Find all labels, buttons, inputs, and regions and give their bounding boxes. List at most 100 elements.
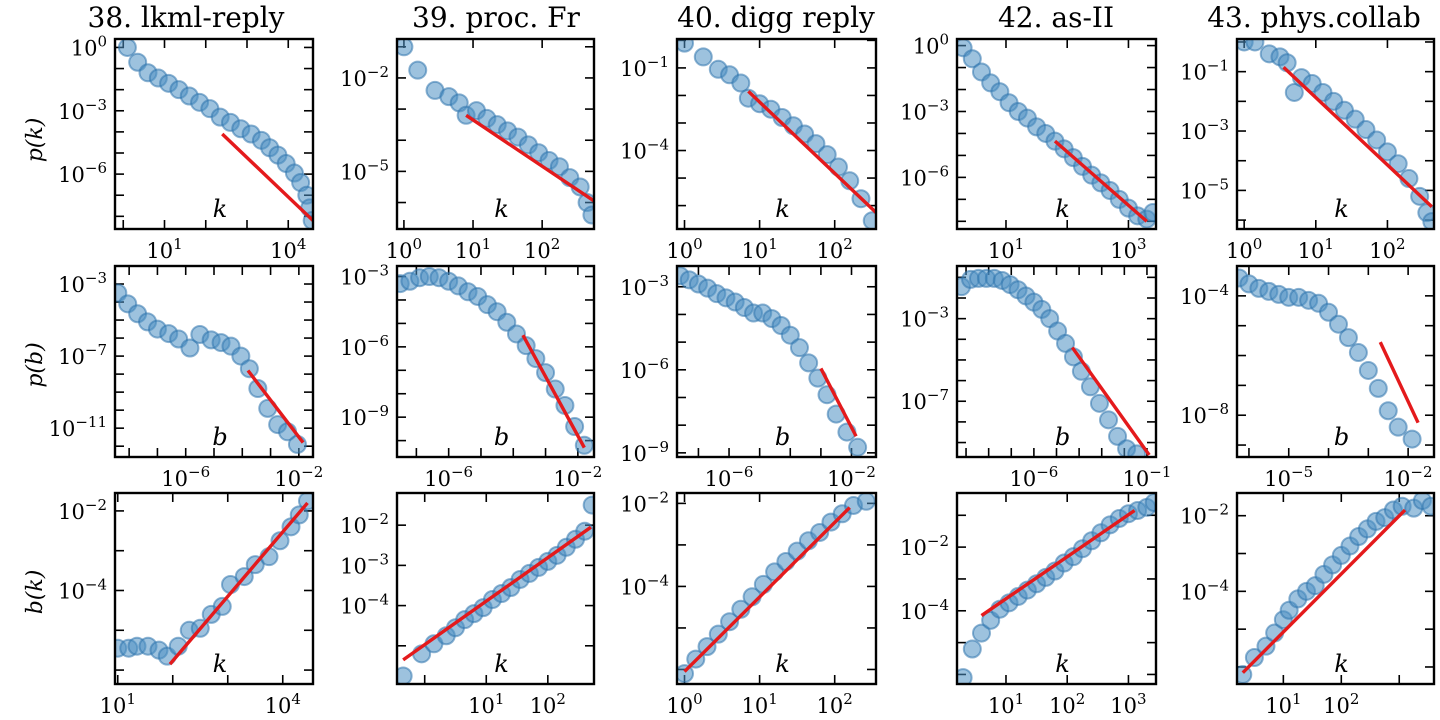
- data-points: [677, 266, 868, 457]
- data-point: [1378, 401, 1398, 421]
- data-point: [1358, 360, 1378, 380]
- y-tick-label: 10−4: [620, 136, 669, 164]
- y-tick-label: 10−2: [340, 63, 389, 91]
- panel-42-pb: 10−6 10−1 10−3 10−7 b: [900, 264, 1172, 491]
- x-tick-label: 10−5: [1264, 463, 1313, 491]
- column-title-39: 39. proc. Fr: [412, 1, 581, 34]
- y-tick-label: 100: [71, 32, 107, 60]
- panel-39-pk: 100 101 102 10−2 10−5 k: [340, 37, 596, 263]
- row-label-pb: p(b): [23, 342, 48, 387]
- x-tick-label: 10−6: [424, 463, 473, 491]
- data-point: [677, 39, 695, 53]
- data-point: [731, 73, 751, 93]
- x-axis-label: b: [1334, 423, 1349, 451]
- y-tick-label: 10−1: [620, 53, 669, 81]
- axes-frame: [113, 264, 315, 459]
- x-tick-label: 102: [530, 690, 566, 718]
- data-point: [780, 325, 800, 345]
- panel-40-pb: 10−6 10−2 10−3 10−6 10−9 b: [620, 264, 878, 491]
- data-point: [856, 493, 876, 511]
- data-point: [117, 39, 137, 57]
- y-tick-label: 10−2: [620, 488, 669, 516]
- x-tick-label: 102: [524, 235, 560, 263]
- panel-43-pb: 10−5 10−2 10−4 10−8 b: [1180, 264, 1436, 491]
- axes-frame: [955, 264, 1158, 459]
- x-axis-label: k: [1334, 650, 1349, 678]
- fit-line: [1378, 341, 1420, 424]
- data-points: [397, 267, 594, 455]
- axes-frame: [1235, 37, 1436, 231]
- data-points: [115, 493, 313, 666]
- x-tick-label: 104: [265, 690, 301, 718]
- x-tick-label: 102: [1323, 690, 1359, 718]
- column-titles: 38. lkml-reply 39. proc. Fr 40. digg rep…: [88, 1, 1421, 34]
- y-tick-label: 10−3: [1180, 116, 1229, 144]
- x-tick-label: 10−6: [1009, 463, 1058, 491]
- data-point: [1143, 203, 1156, 223]
- fit-line: [521, 334, 586, 449]
- fit-line: [747, 90, 876, 214]
- data-point: [708, 624, 728, 644]
- data-point: [270, 531, 290, 551]
- axes-frame: [1235, 491, 1436, 686]
- x-tick-label: 101: [455, 235, 491, 263]
- x-tick-label: 101: [1265, 690, 1301, 718]
- y-tick-label: 10−1: [1180, 57, 1229, 85]
- data-point: [1377, 142, 1397, 162]
- panel-42-bk: 101 102 103 10−2 10−4 k: [900, 491, 1158, 718]
- data-point: [1244, 648, 1264, 668]
- y-tick-label: 10−4: [58, 575, 107, 603]
- data-point: [582, 205, 594, 225]
- x-axis-label: k: [1334, 195, 1349, 223]
- fit-line: [819, 367, 858, 438]
- y-tick-label: 10−3: [900, 304, 949, 332]
- panel-38-pk: 101 104 100 10−3 10−6 k: [58, 32, 315, 263]
- x-tick-label: 10−2: [274, 463, 323, 491]
- x-tick-label: 100: [386, 235, 422, 263]
- data-point: [1388, 417, 1408, 437]
- x-axis-label: k: [494, 650, 509, 678]
- data-point: [962, 639, 982, 659]
- x-tick-label: 103: [1110, 235, 1146, 263]
- axes-frame: [113, 491, 315, 686]
- x-tick-label: 100: [1226, 235, 1262, 263]
- panel-43-pk: 100 101 102 10−1 10−3 10−5 k: [1180, 37, 1436, 263]
- y-tick-label: 10−3: [58, 269, 107, 297]
- data-points: [397, 39, 594, 225]
- data-point: [1338, 328, 1358, 348]
- data-point: [1421, 496, 1434, 516]
- axes-frame: [395, 491, 596, 686]
- fit-line: [1053, 139, 1148, 223]
- panel-42-pk: 101 103 100 10−3 10−6 k: [900, 31, 1158, 263]
- x-axis-label: k: [1055, 650, 1070, 678]
- x-tick-label: 102: [1049, 690, 1085, 718]
- axes-frame: [1235, 264, 1436, 459]
- y-tick-label: 10−2: [340, 510, 389, 538]
- x-tick-label: 100: [666, 690, 702, 718]
- x-tick-label: 102: [817, 235, 853, 263]
- data-point: [248, 379, 268, 399]
- x-tick-label: 101: [146, 235, 182, 263]
- y-tick-label: 10−8: [1180, 400, 1229, 428]
- data-point: [1144, 493, 1156, 513]
- axes-frame: [955, 491, 1158, 686]
- column-title-42: 42. as-II: [998, 1, 1114, 34]
- x-tick-label: 101: [741, 235, 777, 263]
- y-tick-label: 10−4: [620, 571, 669, 599]
- y-tick-label: 10−11: [49, 413, 107, 441]
- y-tick-label: 10−6: [900, 162, 949, 190]
- y-tick-label: 10−7: [900, 386, 949, 414]
- tick-marks: [1237, 265, 1434, 457]
- fit-line: [1070, 346, 1151, 456]
- tick-marks: [677, 266, 876, 457]
- x-axis-label: b: [494, 423, 509, 451]
- y-tick-label: 10−4: [900, 596, 949, 624]
- x-tick-label: 10−1: [1123, 463, 1172, 491]
- data-point: [1099, 410, 1119, 430]
- y-tick-label: 10−3: [340, 550, 389, 578]
- data-point: [212, 596, 232, 616]
- y-tick-label: 10−9: [620, 438, 669, 466]
- y-tick-label: 100: [913, 31, 949, 59]
- data-point: [693, 47, 713, 67]
- data-points: [117, 39, 313, 229]
